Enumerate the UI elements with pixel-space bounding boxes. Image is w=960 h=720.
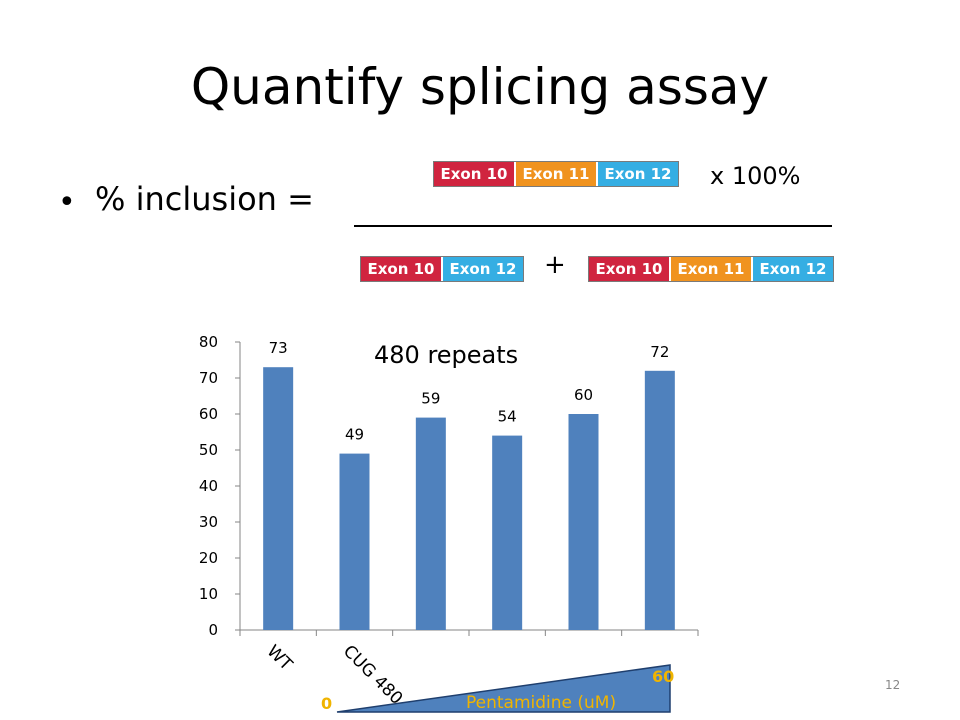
y-tick-label: 50 bbox=[199, 441, 218, 459]
bar-data-label: 72 bbox=[650, 343, 669, 361]
bar bbox=[492, 435, 523, 630]
bar-data-label: 73 bbox=[269, 339, 288, 357]
y-tick-label: 40 bbox=[199, 477, 218, 495]
bar-data-label: 60 bbox=[574, 386, 593, 404]
exon-10-block: Exon 10 bbox=[434, 162, 516, 186]
exon-12-block: Exon 12 bbox=[598, 162, 678, 186]
y-tick-label: 80 bbox=[199, 333, 218, 351]
bar bbox=[339, 453, 370, 630]
bullet-dot: • bbox=[58, 185, 76, 220]
pentamidine-gradient-triangle bbox=[336, 664, 671, 713]
y-tick-label: 30 bbox=[199, 513, 218, 531]
bar bbox=[263, 367, 294, 630]
bar-data-label: 49 bbox=[345, 426, 364, 444]
fraction-line bbox=[354, 225, 832, 227]
y-tick-label: 20 bbox=[199, 549, 218, 567]
numerator-exon-diagram: Exon 10 Exon 11 Exon 12 bbox=[433, 161, 679, 187]
y-tick-label: 10 bbox=[199, 585, 218, 603]
y-tick-label: 0 bbox=[208, 621, 218, 639]
bar-series bbox=[263, 367, 675, 630]
gradient-min-label: 0 bbox=[321, 694, 332, 713]
bar bbox=[644, 370, 675, 630]
repeats-annotation: 480 repeats bbox=[374, 341, 518, 369]
y-tick-label: 70 bbox=[199, 369, 218, 387]
bar-data-label: 54 bbox=[498, 408, 517, 426]
exon-11-block: Exon 11 bbox=[516, 162, 598, 186]
exon-10-block: Exon 10 bbox=[589, 257, 671, 281]
y-tick-label: 60 bbox=[199, 405, 218, 423]
gradient-axis-label: Pentamidine (uM) bbox=[466, 693, 616, 713]
skip-exon-diagram: Exon 10 Exon 12 bbox=[360, 256, 524, 282]
bar-data-label: 59 bbox=[421, 390, 440, 408]
times-label: x 100% bbox=[710, 162, 801, 190]
exon-10-block: Exon 10 bbox=[361, 257, 443, 281]
exon-12-block: Exon 12 bbox=[753, 257, 833, 281]
page-number: 12 bbox=[885, 678, 901, 692]
slide-title: Quantify splicing assay bbox=[190, 58, 770, 116]
bar bbox=[415, 417, 446, 630]
gradient-max-label: 60 bbox=[652, 667, 674, 686]
plus-sign: + bbox=[544, 250, 566, 280]
bar bbox=[568, 414, 599, 630]
chart-axes bbox=[235, 341, 699, 636]
x-category-label: CUG 480 bbox=[339, 641, 406, 708]
x-category-labels: WT CUG 480 bbox=[263, 641, 407, 708]
y-tick-labels: 0 10 20 30 40 50 60 70 80 bbox=[199, 333, 218, 639]
include-exon-diagram: Exon 10 Exon 11 Exon 12 bbox=[588, 256, 834, 282]
exon-12-block: Exon 12 bbox=[443, 257, 523, 281]
x-category-label: WT bbox=[263, 641, 297, 675]
bar-data-labels: 73 49 59 54 60 72 bbox=[269, 339, 670, 443]
exon-11-block: Exon 11 bbox=[671, 257, 753, 281]
inclusion-label: % inclusion = bbox=[95, 180, 314, 218]
